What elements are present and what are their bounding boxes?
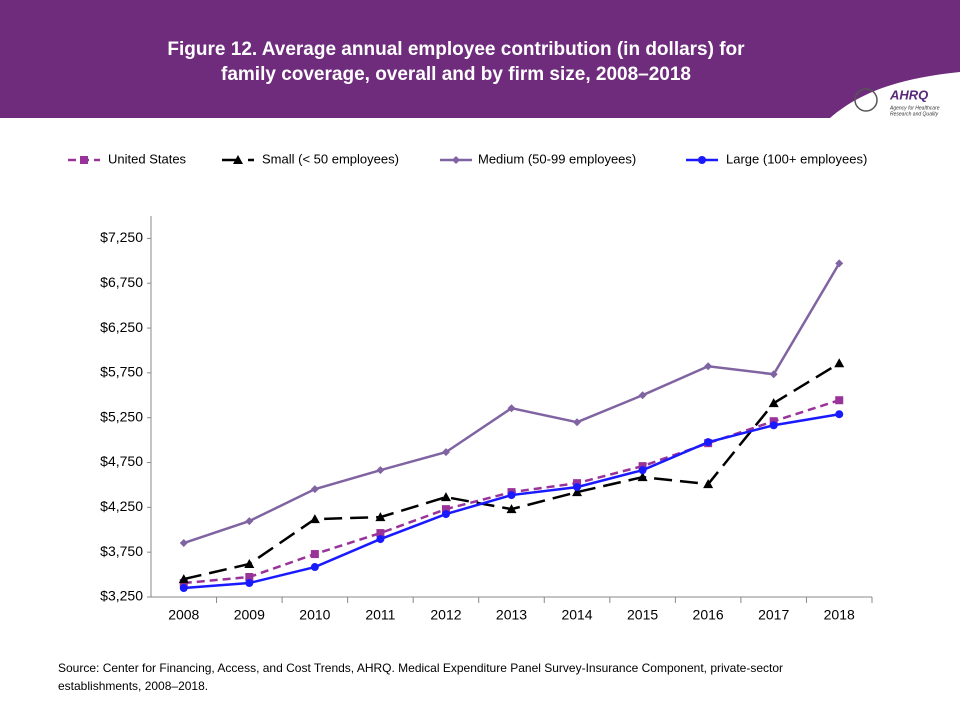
y-tick-label: $3,750 <box>100 543 143 559</box>
marker <box>375 512 386 522</box>
marker <box>573 483 582 492</box>
plot: $3,250 $3,750 $4,250 $4,750 $5,250 $5,750 $6,2… <box>68 151 873 623</box>
marker <box>244 559 255 569</box>
header-band <box>0 0 960 118</box>
series-line <box>183 262 841 545</box>
marker <box>835 396 844 405</box>
marker <box>638 462 647 471</box>
marker <box>441 448 450 457</box>
series-line <box>183 362 840 581</box>
x-tick-label: 2011 <box>365 607 395 623</box>
source: establishments, 2008–2018. <box>58 679 208 693</box>
x-tick-label: 2008 <box>168 607 199 623</box>
marker <box>441 505 450 514</box>
x-tick-label: 2013 <box>496 607 527 623</box>
y-tick-label: $6,750 <box>100 274 143 290</box>
marker <box>507 404 516 413</box>
marker <box>638 391 647 400</box>
x-tick-label: 2016 <box>693 607 724 623</box>
source: Source: Center for Financing, Access, an… <box>58 661 783 675</box>
marker <box>703 479 714 489</box>
marker <box>310 550 319 559</box>
legend-label: Small (< 50 employees) <box>262 151 399 166</box>
x-tick-label: 2018 <box>824 607 855 623</box>
marker <box>179 584 188 593</box>
x-tick-label: 2009 <box>234 607 265 623</box>
marker <box>310 485 319 494</box>
marker <box>80 156 88 164</box>
marker <box>769 370 778 379</box>
logo-text: Research and Quality <box>890 111 939 117</box>
logo: AHRQ Agency for Healthcare Research and … <box>854 87 940 117</box>
marker <box>440 492 451 502</box>
marker <box>506 504 517 514</box>
marker <box>376 529 385 538</box>
marker <box>769 417 778 426</box>
logo-name: AHRQ <box>889 87 928 102</box>
y-tick-label: $4,750 <box>100 453 143 469</box>
marker <box>376 466 385 475</box>
marker <box>245 517 254 526</box>
marker <box>834 358 845 368</box>
x-tick-label: 2015 <box>627 607 658 623</box>
marker <box>233 155 243 164</box>
y-tick-label: $3,250 <box>100 588 143 604</box>
x-tick-label: 2010 <box>299 607 330 623</box>
y-tick-label: $4,250 <box>100 498 143 514</box>
marker <box>441 510 450 519</box>
marker <box>637 472 648 482</box>
marker <box>507 491 516 500</box>
y-tick-label: $7,250 <box>100 229 143 245</box>
logo-seal <box>854 88 878 112</box>
marker <box>376 535 385 544</box>
x-tick-label: 2014 <box>561 607 592 623</box>
marker <box>768 398 779 408</box>
marker <box>835 410 844 419</box>
marker <box>310 563 319 572</box>
marker <box>573 418 582 427</box>
marker <box>245 573 254 582</box>
marker <box>704 438 713 447</box>
legend-label: Medium (50-99 employees) <box>478 151 636 166</box>
title: family coverage, overall and by firm siz… <box>221 64 691 85</box>
y-tick-label: $6,250 <box>100 319 143 335</box>
x-tick-label: 2017 <box>758 607 789 623</box>
logo-text: Agency for Healthcare <box>889 105 940 111</box>
x-tick-label: 2012 <box>430 607 461 623</box>
series-line <box>183 412 840 590</box>
y-tick-label: $5,250 <box>100 408 143 424</box>
marker <box>704 362 713 371</box>
legend-label: United States <box>108 151 187 166</box>
legend-label: Large (100+ employees) <box>726 151 867 166</box>
marker <box>769 421 778 430</box>
title: Figure 12. Average annual employee contr… <box>167 39 745 60</box>
y-tick-label: $5,750 <box>100 364 143 380</box>
marker <box>638 466 647 475</box>
marker <box>698 156 706 164</box>
marker <box>179 539 188 548</box>
marker <box>309 514 320 524</box>
marker <box>245 579 254 588</box>
marker <box>835 259 844 268</box>
marker <box>452 156 460 164</box>
marker <box>572 487 583 497</box>
marker <box>178 574 189 584</box>
